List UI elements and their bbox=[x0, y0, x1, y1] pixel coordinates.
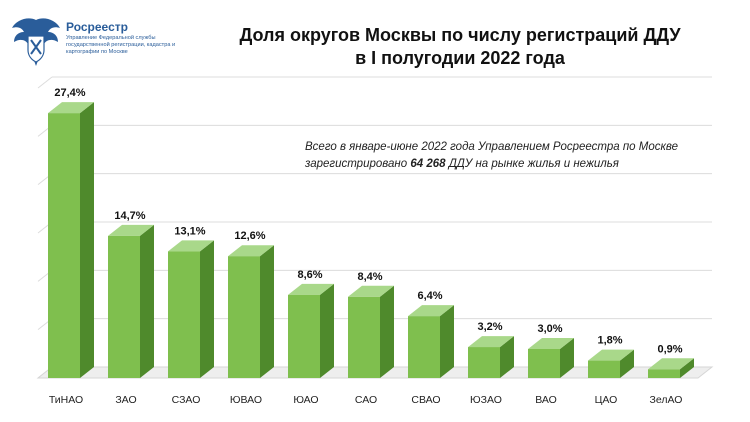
summary-note-suffix: ДДУ на рынке жилья и нежилья bbox=[445, 158, 619, 170]
bar-top bbox=[648, 358, 694, 370]
data-label: 27,4% bbox=[54, 87, 85, 99]
bar bbox=[408, 316, 440, 378]
summary-note: Всего в январе-июне 2022 года Управление… bbox=[305, 139, 725, 173]
category-label: ТиНАО bbox=[49, 394, 83, 406]
bar-side bbox=[380, 285, 394, 378]
bar bbox=[588, 360, 620, 378]
bar bbox=[228, 256, 260, 378]
bar bbox=[48, 113, 80, 378]
data-label: 8,4% bbox=[357, 271, 382, 283]
bar-top bbox=[468, 336, 514, 348]
category-label: ЮЗАО bbox=[470, 394, 502, 406]
bar-top bbox=[348, 285, 394, 297]
bar-side bbox=[200, 240, 214, 378]
bar bbox=[528, 349, 560, 378]
summary-note-total: 64 268 bbox=[410, 158, 446, 170]
bar-top bbox=[48, 102, 94, 114]
bar-top bbox=[288, 283, 334, 295]
bar bbox=[468, 347, 500, 378]
category-label: ЮАО bbox=[293, 394, 318, 406]
bar bbox=[168, 251, 200, 378]
bar-side bbox=[140, 224, 154, 378]
bar-side bbox=[500, 336, 514, 378]
category-label: ЗАО bbox=[115, 394, 136, 406]
data-label: 6,4% bbox=[417, 290, 442, 302]
bar-side bbox=[260, 245, 274, 378]
rosreestr-emblem-icon bbox=[12, 18, 60, 67]
category-label: СЗАО bbox=[172, 394, 201, 406]
category-label: САО bbox=[355, 394, 377, 406]
bar-top bbox=[108, 224, 154, 236]
bar-side bbox=[80, 102, 94, 378]
chart-title-line-2: в I полугодии 2022 года bbox=[355, 48, 565, 68]
chart-title: Доля округов Москвы по числу регистраций… bbox=[200, 24, 720, 70]
bar-side bbox=[620, 349, 634, 378]
bar bbox=[108, 235, 140, 378]
summary-note-prefix: зарегистрировано bbox=[305, 158, 411, 170]
category-label: ВАО bbox=[535, 394, 557, 406]
bar-top bbox=[408, 305, 454, 317]
category-label: ЗелАО bbox=[650, 394, 683, 406]
data-label: 3,2% bbox=[477, 321, 502, 333]
bar-side bbox=[440, 305, 454, 378]
bar-side bbox=[560, 338, 574, 378]
category-label: ЦАО bbox=[595, 394, 618, 406]
gridline-depth bbox=[37, 76, 53, 89]
org-name: Росреестр bbox=[66, 20, 128, 34]
bar-top bbox=[588, 349, 634, 361]
bar-top bbox=[228, 245, 274, 257]
data-label: 12,6% bbox=[234, 230, 265, 242]
category-label: ЮВАО bbox=[230, 394, 262, 406]
bar-side bbox=[680, 358, 694, 378]
bar-side bbox=[320, 283, 334, 378]
data-label: 13,1% bbox=[174, 225, 205, 237]
data-label: 14,7% bbox=[114, 210, 145, 222]
data-label: 8,6% bbox=[297, 269, 322, 281]
summary-note-line-2: зарегистрировано 64 268 ДДУ на рынке жил… bbox=[305, 156, 725, 173]
org-subtitle: Управление Федеральной службы государств… bbox=[66, 35, 176, 55]
chart-title-line-1: Доля округов Москвы по числу регистраций… bbox=[239, 25, 681, 45]
data-label: 1,8% bbox=[597, 335, 622, 347]
bar bbox=[648, 369, 680, 378]
data-label: 3,0% bbox=[537, 323, 562, 335]
bar bbox=[288, 294, 320, 378]
bar-top bbox=[168, 240, 214, 252]
data-label: 0,9% bbox=[657, 343, 682, 355]
category-label: СВАО bbox=[411, 394, 440, 406]
bar bbox=[348, 296, 380, 378]
bar-top bbox=[528, 338, 574, 349]
summary-note-line-1: Всего в январе-июне 2022 года Управление… bbox=[305, 141, 679, 153]
